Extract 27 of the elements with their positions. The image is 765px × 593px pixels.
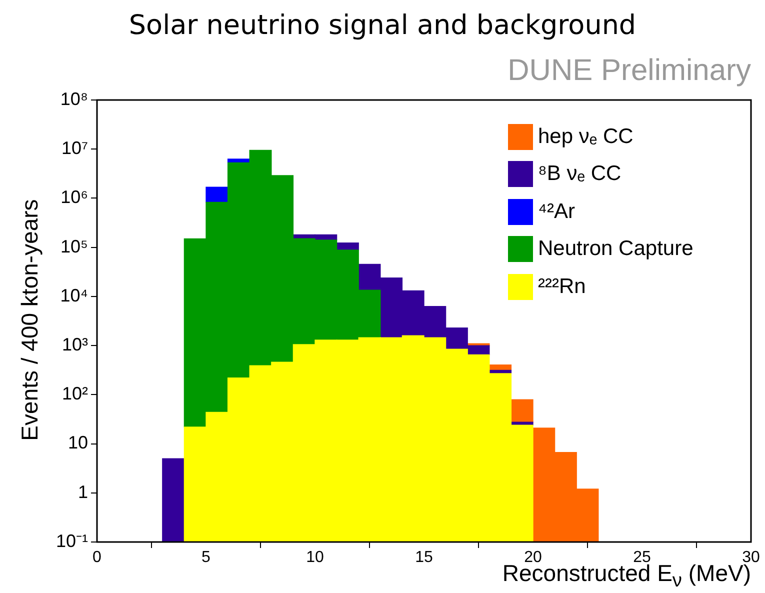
legend-label: Neutron Capture [538, 237, 694, 262]
legend-label: ⁴²Ar [538, 200, 576, 224]
legend-label: ⁸B νₑ CC [538, 162, 622, 186]
bar [206, 186, 228, 203]
x-tick-label: 5 [202, 549, 211, 566]
bar [162, 458, 185, 542]
x-tick-label: 0 [92, 549, 102, 566]
bar [510, 399, 534, 422]
y-tick-label: 10⁵ [60, 236, 88, 256]
legend-label: hep νₑ CC [538, 124, 634, 149]
chart-title: Solar neutrino signal and background [128, 10, 638, 41]
y-tick-label: 10³ [62, 334, 88, 355]
y-tick-label: 10² [62, 384, 88, 404]
y-axis-title: Events / 400 kton-years [16, 199, 44, 441]
y-tick-label: 10⁴ [60, 285, 88, 306]
x-tick-label: 20 [524, 549, 542, 566]
y-tick-label: 1 [78, 482, 88, 502]
y-tick-label: 10⁶ [60, 187, 88, 208]
y-tick-label: 10⁸ [60, 88, 88, 109]
chart-subtitle: DUNE Preliminary [508, 54, 751, 88]
y-tick-label: 10⁷ [61, 138, 88, 158]
y-tick-label: 10 [68, 432, 88, 453]
y-tick-label: 10⁻¹ [56, 530, 88, 551]
bar [227, 158, 250, 163]
x-tick-label: 10 [306, 549, 324, 566]
legend-label: ²²²Rn [538, 274, 586, 299]
x-tick-label: 15 [415, 549, 433, 566]
